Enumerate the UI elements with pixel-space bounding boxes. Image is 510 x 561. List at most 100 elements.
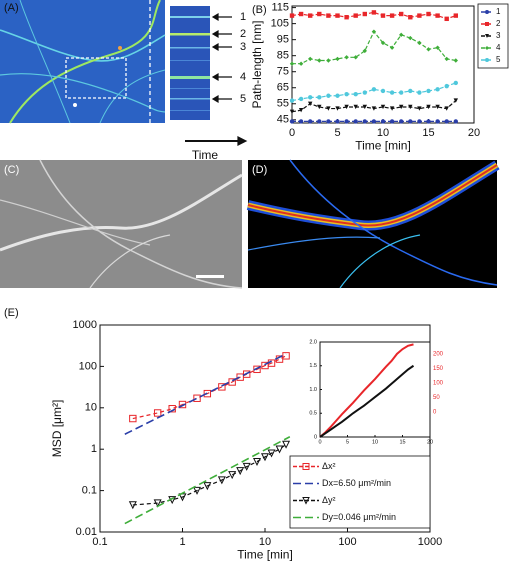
marker — [362, 48, 367, 54]
marker — [317, 58, 322, 63]
marker — [260, 453, 270, 462]
marker — [453, 58, 458, 63]
kymograph-label: 1 — [240, 11, 246, 23]
y-tick-label: 75 — [277, 66, 289, 78]
marker — [371, 87, 377, 92]
marker — [298, 61, 304, 66]
marker — [417, 40, 422, 46]
y2-tick-label: 150 — [433, 366, 444, 372]
marker — [380, 104, 386, 110]
x-tick-label: 0.1 — [92, 536, 107, 548]
marker — [362, 90, 367, 95]
plot-area — [291, 5, 475, 124]
marker — [326, 13, 331, 18]
kymograph-label: 4 — [240, 71, 246, 83]
marker — [435, 13, 440, 18]
marker — [426, 47, 431, 52]
legend-box — [289, 455, 431, 529]
marker — [308, 13, 313, 18]
marker — [308, 101, 313, 106]
series-line — [124, 353, 287, 435]
marker — [444, 56, 449, 62]
y2-tick-label: 50 — [433, 395, 440, 401]
marker — [399, 11, 404, 17]
marker — [308, 95, 313, 100]
x-axis-label: Time [min] — [355, 138, 411, 152]
marker — [362, 104, 367, 110]
legend-label: Δy² — [322, 495, 336, 505]
panel-label: (B) — [252, 4, 267, 16]
marker — [289, 98, 295, 103]
marker — [444, 16, 449, 22]
marker — [326, 106, 331, 111]
marker — [308, 119, 313, 124]
marker — [335, 13, 340, 18]
legend-label: 1 — [496, 7, 501, 16]
marker — [308, 56, 313, 62]
marker — [289, 61, 295, 66]
marker — [371, 29, 377, 34]
marker — [344, 119, 349, 124]
x-tick-label: 5 — [334, 127, 340, 139]
marker — [335, 106, 340, 111]
marker — [203, 482, 212, 491]
y-axis-label: MSD [μm²] — [50, 400, 64, 458]
y-tick-label: 55 — [277, 98, 289, 110]
marker — [444, 83, 449, 89]
marker — [203, 389, 212, 398]
marker — [236, 467, 245, 476]
marker — [426, 104, 431, 110]
x-tick-label: 10 — [259, 536, 271, 548]
marker — [282, 352, 290, 360]
y-axis-label: Path-length [nm] — [250, 20, 264, 108]
marker — [399, 32, 404, 38]
legend-label: 2 — [496, 19, 501, 28]
marker — [353, 104, 358, 110]
x-tick-label: 20 — [468, 127, 480, 139]
marker — [289, 119, 295, 124]
marker — [326, 119, 331, 124]
x-tick-label: 0 — [289, 127, 295, 139]
marker — [282, 440, 291, 449]
marker — [344, 104, 349, 110]
marker — [228, 471, 237, 480]
marker — [129, 414, 137, 423]
marker — [426, 119, 431, 124]
marker — [317, 119, 322, 124]
marker — [371, 119, 377, 124]
marker — [485, 10, 489, 14]
marker — [380, 88, 386, 94]
marker — [389, 119, 395, 124]
x-tick-label: 100 — [338, 536, 356, 548]
marker — [389, 45, 395, 50]
marker — [317, 11, 322, 17]
marker — [153, 499, 162, 508]
marker — [275, 445, 284, 454]
marker — [408, 104, 413, 110]
marker — [371, 106, 377, 111]
series-line — [319, 364, 415, 438]
marker — [417, 13, 422, 18]
kymograph-label: 2 — [240, 28, 246, 40]
x-tick-label: 15 — [399, 439, 405, 445]
marker — [408, 88, 413, 94]
marker — [417, 90, 422, 95]
marker — [485, 22, 489, 26]
kymograph — [170, 6, 210, 120]
marker — [417, 106, 422, 111]
x-tick-label: 20 — [427, 439, 433, 445]
marker — [380, 119, 386, 124]
x-tick-label: 1000 — [418, 536, 442, 548]
marker — [380, 40, 386, 46]
marker — [153, 409, 162, 417]
marker — [399, 119, 404, 124]
marker — [453, 119, 458, 124]
marker — [435, 119, 440, 124]
marker — [228, 378, 236, 386]
marker — [444, 119, 449, 124]
marker — [267, 449, 276, 458]
kymograph-arrows — [185, 12, 248, 146]
panel-label: (D) — [252, 164, 267, 176]
panel-c-image — [0, 159, 243, 289]
